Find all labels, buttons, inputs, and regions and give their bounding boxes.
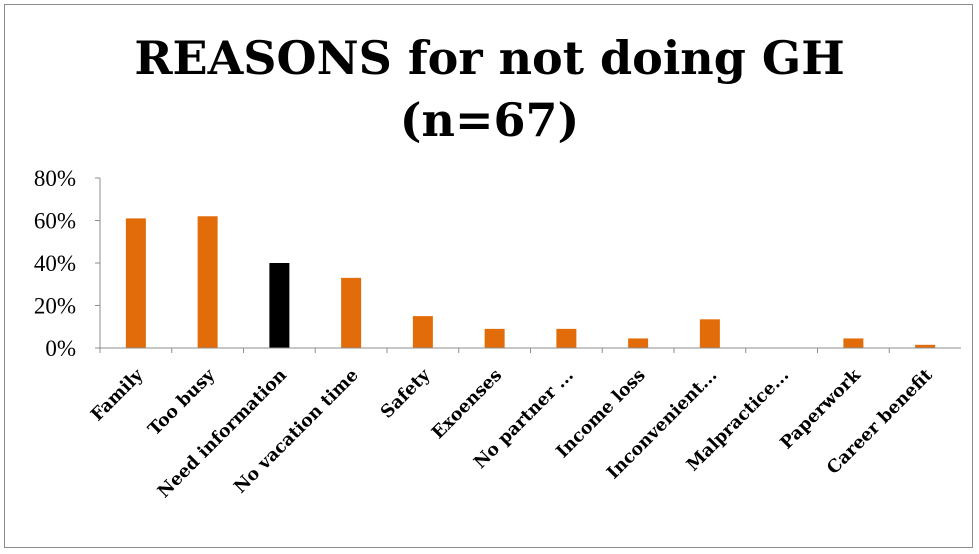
x-tick-label: No vacation time [231,365,363,497]
chart-title: REASONS for not doing GH (n=67) [5,27,974,151]
y-tick-label: 20% [34,294,76,319]
bar [197,216,218,348]
chart-title-line2: (n=67) [399,93,580,147]
bar [484,328,505,348]
y-tick-label: 80% [34,166,76,191]
bar [125,218,146,348]
x-tick-label: Family [87,365,148,426]
bar [915,344,936,348]
x-tick-label: Exoenses [428,365,506,443]
bar [843,338,864,348]
y-tick-label: 0% [45,336,76,361]
bar [341,277,362,348]
x-tick-label: Too busy [145,365,220,440]
y-tick-label: 40% [34,251,76,276]
bar [556,328,577,348]
bar [628,338,649,348]
bar [269,263,290,348]
chart-frame: REASONS for not doing GH (n=67) [4,4,973,548]
x-tick-label: Safety [377,365,435,423]
bar [412,316,433,348]
x-tick-label: Need information [154,365,291,502]
chart-title-line1: REASONS for not doing GH [134,31,845,85]
bar [699,319,720,348]
y-tick-label: 60% [34,209,76,234]
